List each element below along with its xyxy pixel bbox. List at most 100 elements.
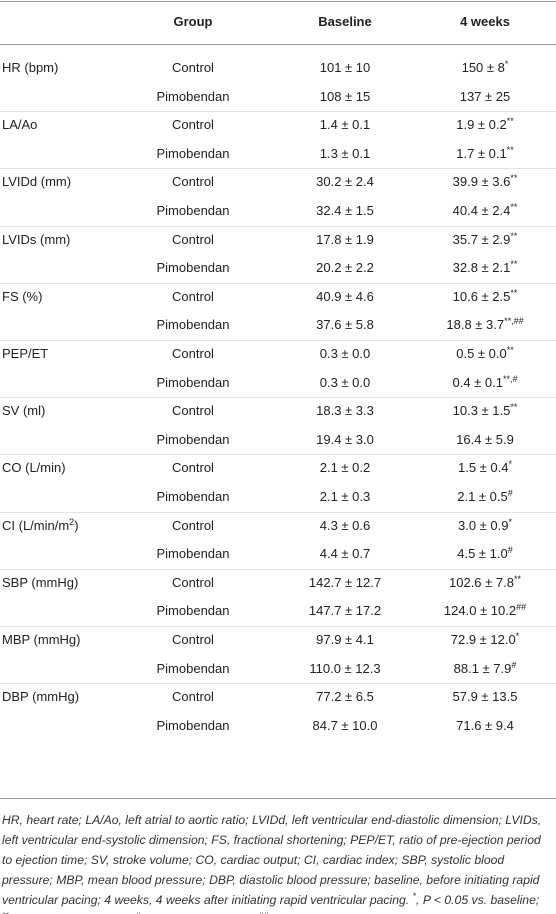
week4-sup: ** [510,202,518,212]
group-cell: Pimobendan [156,660,230,676]
week4-value: 39.9 ± 3.6 [452,174,511,190]
label-text: LVIDs (mm) [2,231,71,247]
group-cell: Control [172,632,214,647]
group-cell: Pimobendan [156,203,230,218]
group-cell: Control [172,60,214,75]
week4-cell: 72.9 ± 12.0* [451,632,519,648]
footnote-sup: * [412,891,417,901]
week4-value: 0.5 ± 0.0 [456,346,507,361]
row-separator [0,626,556,627]
week4-cell: 10.6 ± 2.5** [453,287,518,305]
baseline-cell: 97.9 ± 4.1 [316,632,374,647]
baseline-cell: 147.7 ± 17.2 [308,603,382,619]
week4-sup: **,## [504,316,524,327]
baseline-cell: 18.3 ± 3.3 [316,403,374,419]
week4-sup: ** [506,144,514,155]
week4-cell: 71.6 ± 9.4 [456,718,514,734]
week4-cell: 18.8 ± 3.7**,## [446,317,523,333]
baseline-cell: 2.1 ± 0.3 [319,489,371,504]
footnote-sup: ** [2,911,9,914]
week4-value: 16.4 ± 5.9 [456,431,514,447]
footnote-sup: ## [258,911,268,914]
label-text: CO (L/min) [2,460,66,476]
group-cell: Control [172,574,214,590]
week4-value: 1.9 ± 0.2 [456,117,507,133]
week4-sup: # [511,659,517,670]
group-cell: Control [172,403,214,419]
row-separator [0,511,556,513]
week4-sup: * [515,631,520,641]
row-label: LA/Ao [2,117,37,133]
group-cell: Pimobendan [156,489,230,504]
group-cell: Pimobendan [156,603,230,619]
baseline-cell: 108 ± 15 [319,88,371,104]
group-cell: Control [172,346,214,361]
week4-cell: 39.9 ± 3.6** [453,174,518,190]
baseline-cell: 1.3 ± 0.1 [319,145,371,161]
week4-sup: ** [510,259,518,270]
baseline-cell: 84.7 ± 10.0 [312,717,378,733]
label-text: CI (L/min/m [2,517,70,533]
group-cell: Pimobendan [156,374,230,390]
row-label: PEP/ET [2,346,48,362]
baseline-cell: 2.1 ± 0.2 [319,460,371,476]
week4-value: 0.4 ± 0.1 [452,374,503,390]
row-separator [0,111,556,113]
week4-cell: 88.1 ± 7.9# [453,659,517,677]
group-cell: Pimobendan [156,145,230,161]
week4-sup: * [508,459,513,470]
group-cell: Pimobendan [156,546,230,562]
row-label: LVIDs (mm) [2,232,70,248]
week4-sup: ** [513,573,521,584]
group-cell: Pimobendan [156,88,230,104]
week4-cell: 16.4 ± 5.9 [456,432,514,448]
baseline-cell: 4.4 ± 0.7 [319,546,371,562]
week4-cell: 4.5 ± 1.0# [457,546,513,562]
baseline-cell: 40.9 ± 4.6 [316,288,374,304]
baseline-cell: 30.2 ± 2.4 [316,174,374,190]
label-sup: 2 [69,516,75,527]
label-text: FS (%) [2,288,43,304]
week4-sup: ** [506,345,514,355]
bottom-rule [0,798,556,799]
label-text: SV (ml) [2,403,46,419]
week4-value: 10.3 ± 1.5 [452,403,511,419]
week4-cell: 137 ± 25 [460,89,511,105]
baseline-cell: 37.6 ± 5.8 [316,317,374,333]
week4-value: 88.1 ± 7.9 [453,660,512,676]
baseline-cell: 0.3 ± 0.0 [319,346,371,361]
group-cell: Pimobendan [156,260,230,276]
week4-value: 1.7 ± 0.1 [456,145,507,161]
week4-value: 3.0 ± 0.9 [457,517,509,533]
header-group: Group [173,14,213,29]
group-cell: Control [172,288,214,304]
week4-sup: ** [510,287,518,298]
week4-cell: 10.3 ± 1.5** [453,403,518,419]
week4-value: 102.6 ± 7.8 [449,574,514,590]
baseline-cell: 77.2 ± 6.5 [316,689,374,705]
footnote-text: HR, heart rate; LA/Ao, left atrial to ao… [2,813,542,907]
row-label: CI (L/min/m2) [2,516,79,534]
week4-cell: 32.8 ± 2.1** [453,260,518,276]
label-end: ) [74,517,79,533]
row-label: FS (%) [2,289,42,305]
group-cell: Control [172,117,214,133]
week4-sup: **,# [503,373,518,384]
week4-sup: * [508,516,513,527]
week4-value: 57.9 ± 13.5 [452,689,518,705]
row-label: HR (bpm) [2,60,58,76]
baseline-cell: 0.3 ± 0.0 [319,374,371,390]
footnote-sup: # [136,911,141,914]
week4-value: 18.8 ± 3.7 [446,317,505,333]
group-cell: Control [172,174,214,190]
baseline-cell: 110.0 ± 12.3 [309,660,381,676]
week4-value: 1.5 ± 0.4 [457,460,509,476]
baseline-cell: 142.7 ± 12.7 [308,574,382,590]
label-text: MBP (mmHg) [2,632,81,647]
week4-sup: * [504,59,509,69]
row-separator [0,568,556,570]
week4-sup: # [507,545,513,556]
baseline-cell: 101 ± 10 [319,60,371,75]
row-separator [0,168,556,170]
